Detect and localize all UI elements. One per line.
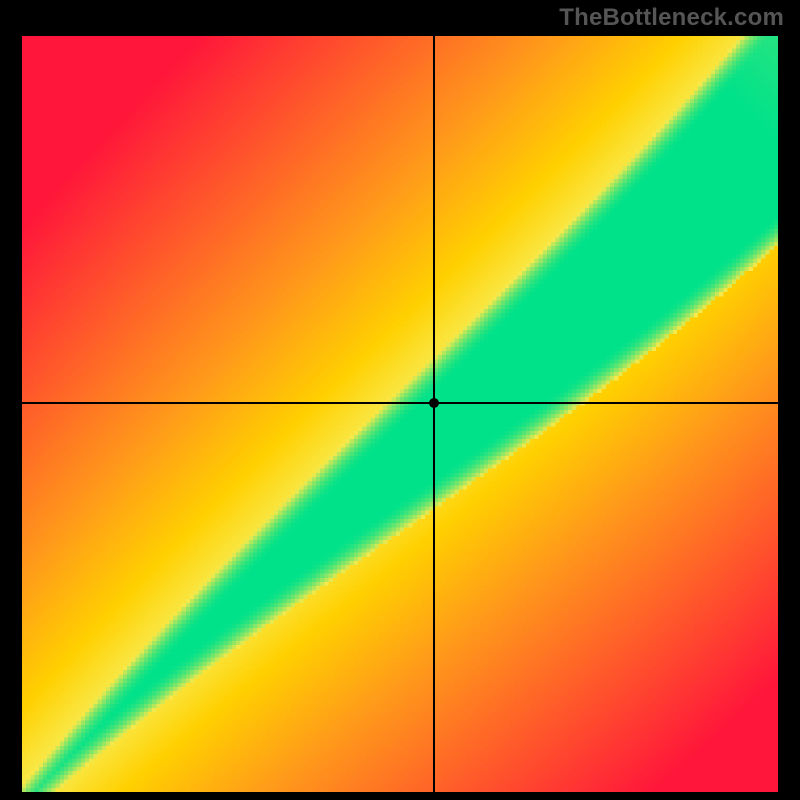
marker-dot	[429, 398, 439, 408]
crosshair-vertical	[433, 36, 435, 792]
bottleneck-heatmap	[22, 36, 778, 792]
watermark-text: TheBottleneck.com	[559, 4, 784, 32]
crosshair-horizontal	[22, 402, 778, 404]
chart-container: { "watermark": { "text": "TheBottleneck.…	[0, 0, 800, 800]
